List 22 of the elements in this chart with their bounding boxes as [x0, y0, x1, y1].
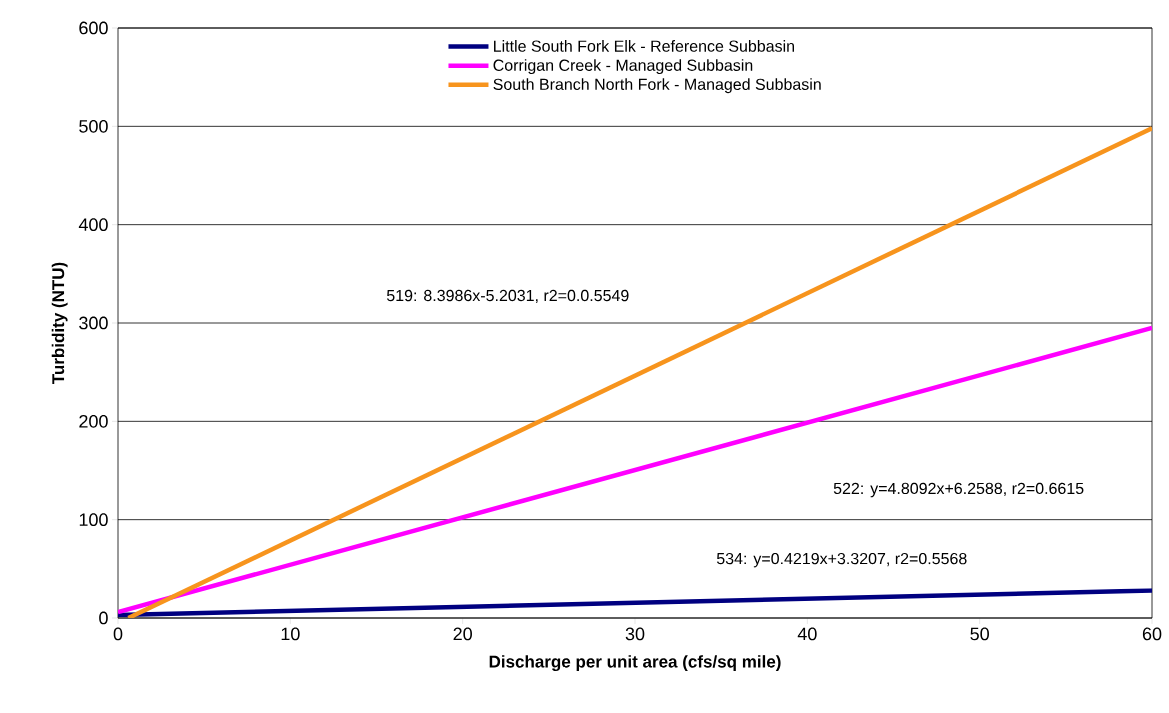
- annotation: 522: y=4.8092x+6.2588, r2=0.6615: [833, 482, 1084, 498]
- legend-label: Little South Fork Elk - Reference Subbasin: [494, 40, 794, 52]
- x-tick-label: 0: [113, 627, 123, 641]
- y-tick-label: 0: [99, 611, 108, 625]
- y-tick-label: 400: [78, 218, 108, 232]
- annotation: 519: 8.3986x-5.2031, r2=0.0.5549: [386, 289, 629, 304]
- x-tick-label: 30: [625, 627, 645, 641]
- x-tick-label: 10: [281, 627, 300, 641]
- legend-label: South Branch North Fork - Managed Subbasin: [493, 78, 821, 94]
- x-tick-label: 50: [970, 627, 989, 641]
- y-tick-label: 300: [79, 316, 108, 330]
- y-axis-title: Turbidity (NTU): [51, 262, 68, 385]
- annotation: 534: y=0.4219x+3.3207, r2=0.5568: [716, 552, 967, 568]
- legend-label: Corrigan Creek - Managed Subbasin: [493, 59, 753, 75]
- x-tick-label: 40: [797, 627, 817, 641]
- y-tick-label: 200: [79, 414, 108, 428]
- x-axis-title: Discharge per unit area (cfs/sq mile): [489, 655, 781, 672]
- y-tick-label: 600: [79, 21, 108, 35]
- x-tick-label: 20: [453, 627, 472, 641]
- y-tick-label: 100: [79, 513, 108, 527]
- y-tick-label: 500: [79, 119, 108, 133]
- x-tick-label: 60: [1142, 627, 1162, 641]
